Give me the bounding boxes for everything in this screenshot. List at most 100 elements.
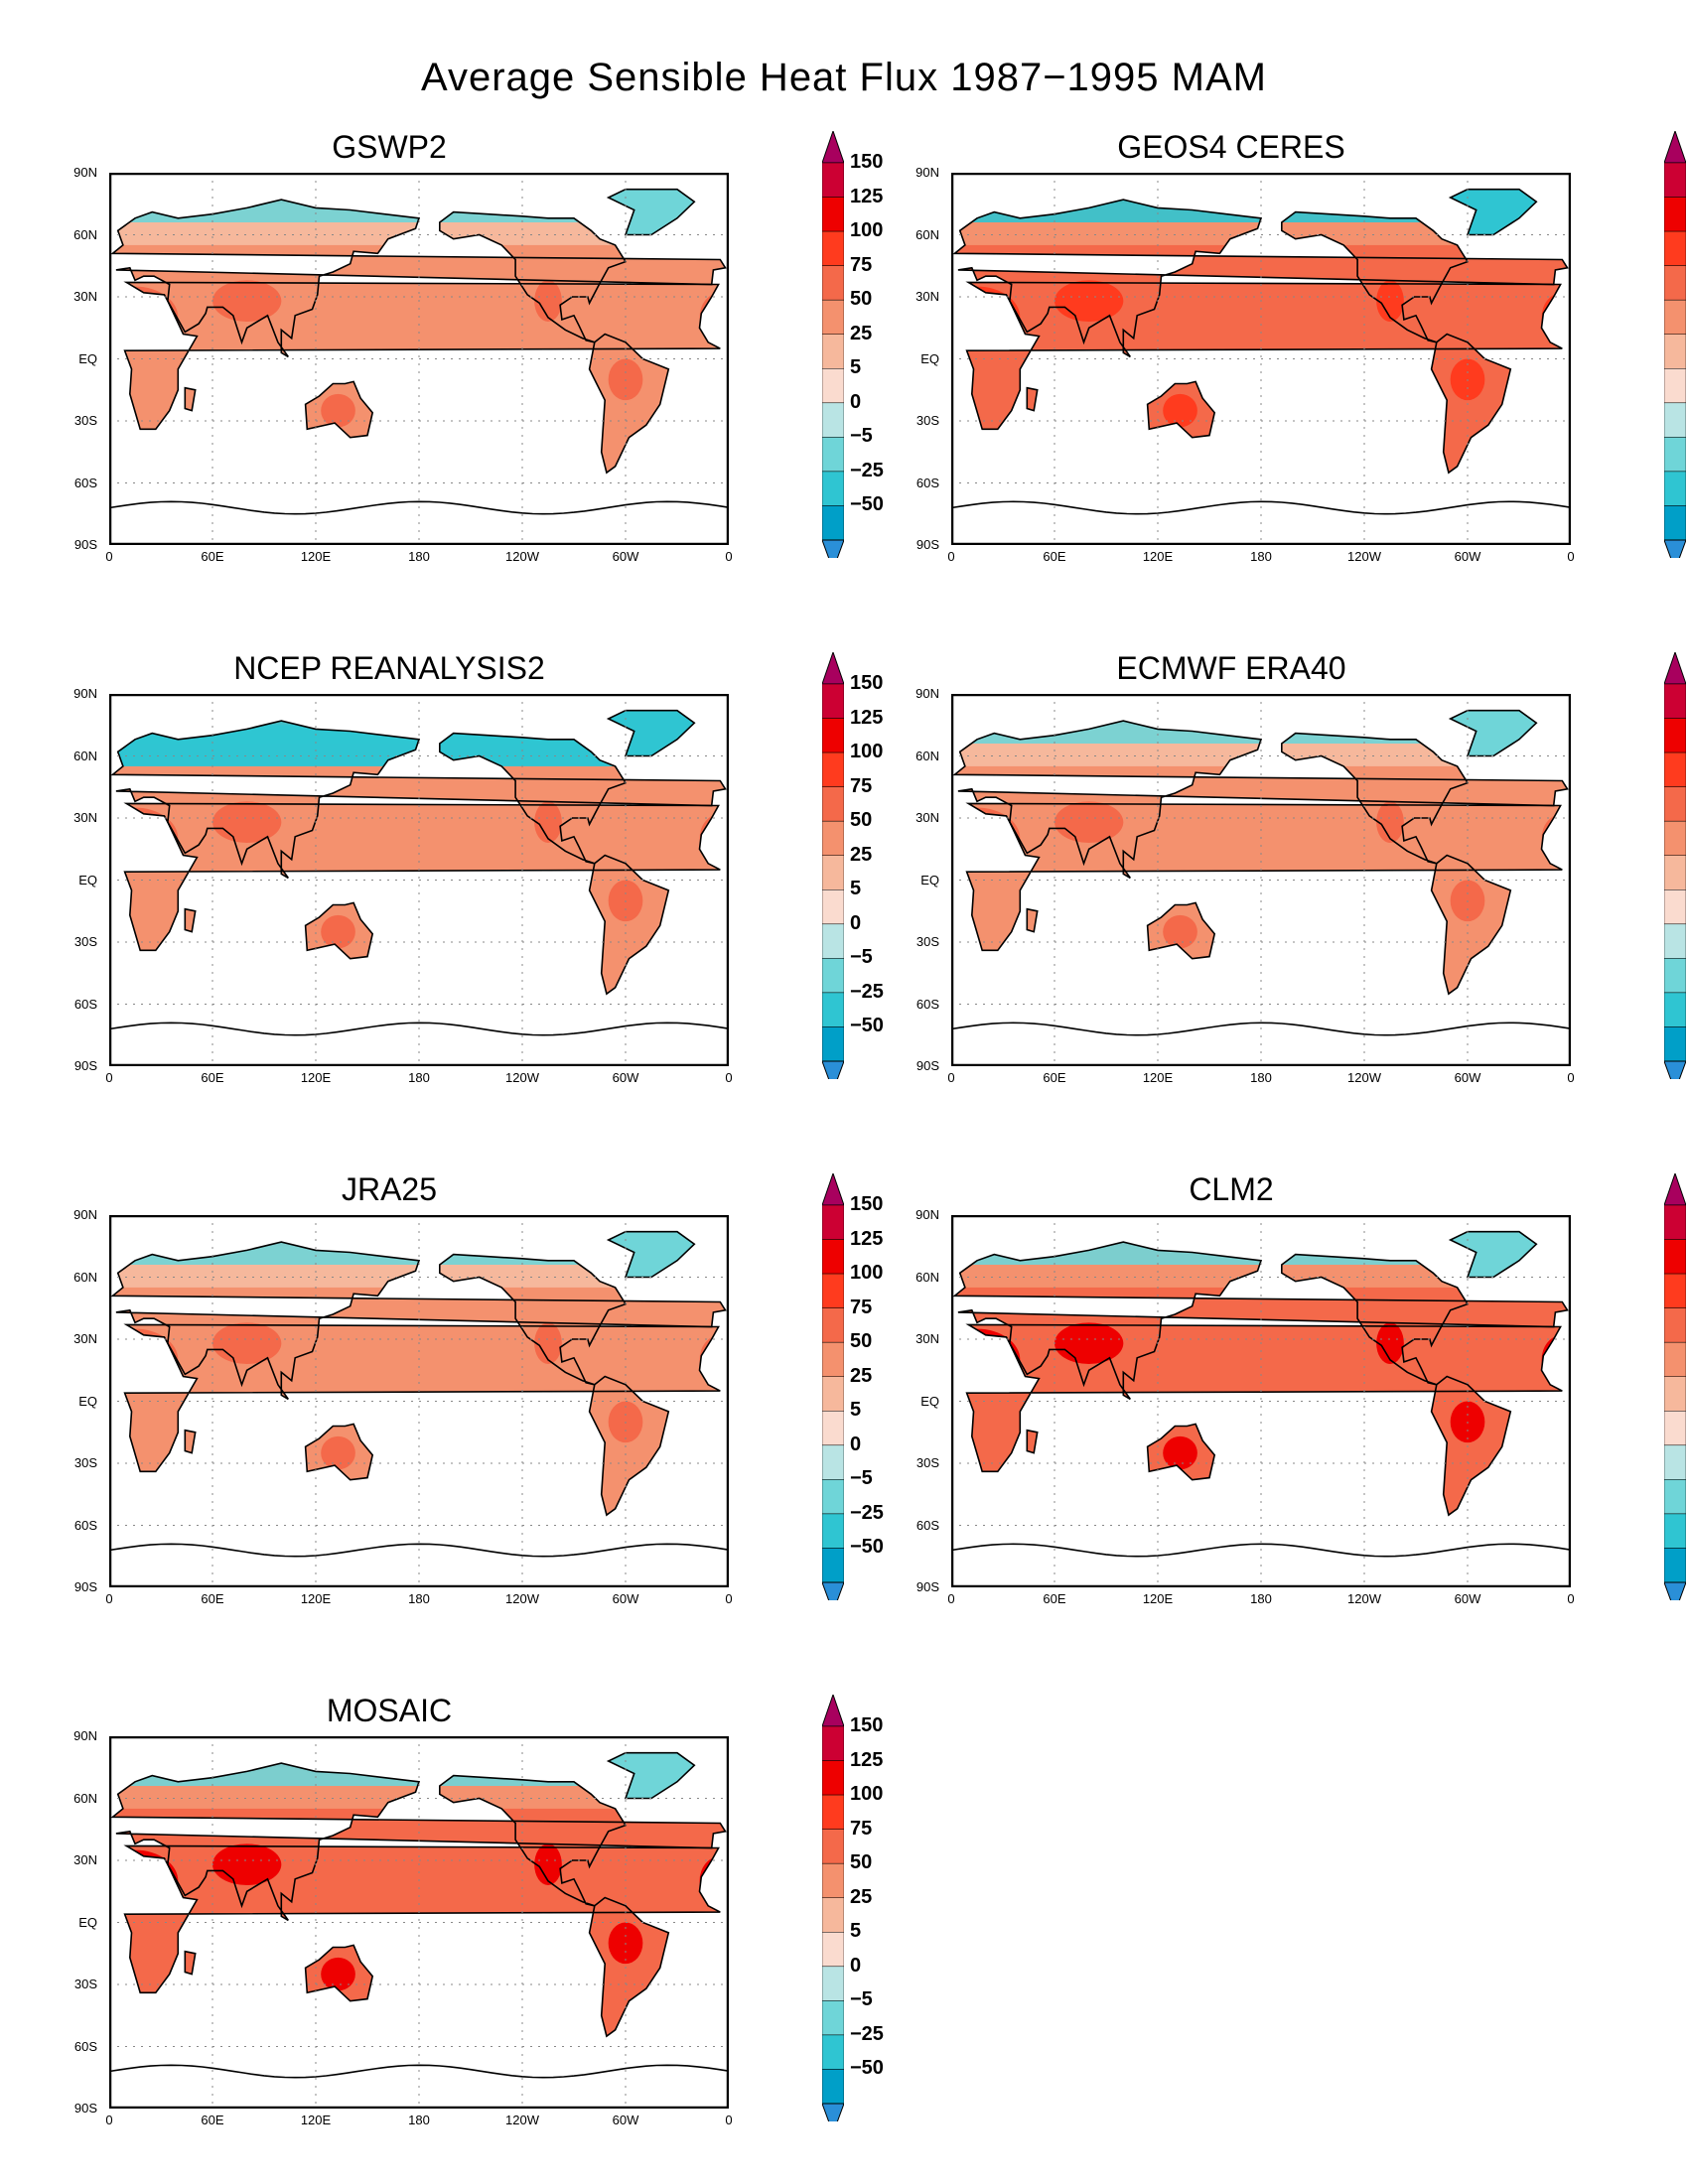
colorbar-label: 100 (850, 741, 884, 763)
lat-label: 30S (73, 1977, 97, 1991)
colorbar-label: 5 (850, 1920, 862, 1943)
lon-label: 60W (612, 1591, 639, 1606)
lat-label: EQ (920, 350, 939, 366)
lat-label: 60N (73, 226, 97, 242)
colorbar-label: 25 (850, 1364, 873, 1387)
colorbar-label: 5 (850, 356, 862, 379)
lat-label: 30N (73, 1852, 97, 1867)
colorbar-label: −5 (850, 946, 873, 969)
lat-label: 30N (915, 289, 939, 304)
lon-label: 120E (1142, 1070, 1174, 1085)
lon-label: 0 (1567, 1070, 1575, 1085)
lat-label: 60N (915, 1269, 939, 1285)
lat-label: 30N (73, 1331, 97, 1346)
map-area (951, 1215, 1571, 1587)
colorbar-label: −50 (850, 493, 884, 516)
lon-label: 120E (300, 549, 332, 564)
colorbar (822, 652, 844, 1079)
lon-label: 180 (1250, 549, 1272, 564)
lon-label: 120W (1347, 1070, 1381, 1085)
lon-label: 120W (505, 2113, 539, 2127)
colorbar-label: 75 (850, 1817, 873, 1840)
lat-label: 30N (915, 1331, 939, 1346)
lat-label: 60N (73, 1790, 97, 1806)
colorbar (1664, 1173, 1686, 1600)
map-panel: GEOS4 CERES 90N 60N 30N EQ 30S 60S 90S 0 60E 120E 1… (915, 129, 1688, 586)
lon-label: 180 (408, 549, 430, 564)
lon-label: 0 (725, 1070, 733, 1085)
lon-label: 0 (105, 549, 113, 564)
lat-label: 90N (73, 1207, 97, 1222)
lon-label: 0 (105, 1591, 113, 1606)
colorbar-label: 5 (850, 878, 862, 900)
lat-label: 60S (73, 475, 97, 490)
lon-label: 0 (725, 1591, 733, 1606)
lon-label: 0 (1567, 1591, 1575, 1606)
lon-label: 0 (105, 2113, 113, 2127)
colorbar-label: 0 (850, 911, 862, 934)
lon-label: 120E (300, 1591, 332, 1606)
lat-label: 90S (73, 1579, 97, 1594)
colorbar-label: 0 (850, 390, 862, 413)
colorbar-label: 100 (850, 1262, 884, 1285)
lat-label: 90N (73, 686, 97, 701)
lat-label: 60S (915, 1517, 939, 1533)
lat-label: EQ (920, 872, 939, 887)
world-map (951, 1215, 1571, 1587)
map-panel: NCEP REANALYSIS2 90N 60N 30N EQ 30S 60S 90S 0 60E… (73, 650, 884, 1107)
colorbar-label: 150 (850, 1714, 884, 1736)
colorbar-label: 125 (850, 185, 884, 207)
panel-title: JRA25 (341, 1171, 438, 1207)
colorbar-label: 75 (850, 1296, 873, 1318)
map-area (109, 1215, 729, 1587)
panel-title: GEOS4 CERES (1117, 129, 1345, 165)
lon-label: 60E (1043, 1070, 1066, 1085)
lon-label: 60E (1043, 549, 1066, 564)
colorbar-label: 25 (850, 843, 873, 866)
lon-label: 180 (1250, 1070, 1272, 1085)
lon-label: 60W (1454, 549, 1481, 564)
lon-label: 180 (408, 2113, 430, 2127)
panel-title: MOSAIC (326, 1693, 453, 1728)
colorbar-label: 75 (850, 774, 873, 797)
lat-label: 90N (73, 1728, 97, 1743)
colorbar-label: 0 (850, 1433, 862, 1455)
colorbar-label: −5 (850, 1988, 873, 2011)
lon-label: 0 (1567, 549, 1575, 564)
lon-label: 120E (1142, 549, 1174, 564)
lat-label: 90N (915, 686, 939, 701)
page-title: Average Sensible Heat Flux 1987−1995 MAM (421, 56, 1267, 99)
colorbar (822, 1173, 844, 1600)
lat-label: 30S (73, 1455, 97, 1470)
lat-label: 90S (73, 2101, 97, 2116)
world-map (109, 1215, 729, 1587)
lat-label: 30S (73, 413, 97, 428)
map-area (109, 694, 729, 1066)
lon-label: 180 (1250, 1591, 1272, 1606)
world-map (951, 173, 1571, 545)
lon-label: 60W (612, 2113, 639, 2127)
world-map (109, 173, 729, 545)
map-area (951, 694, 1571, 1066)
colorbar (1664, 652, 1686, 1079)
colorbar-label: 50 (850, 1851, 873, 1874)
lat-label: 30S (915, 413, 939, 428)
lon-label: 120E (300, 1070, 332, 1085)
lat-label: 90N (915, 1207, 939, 1222)
lon-label: 60E (1043, 1591, 1066, 1606)
world-map (109, 1736, 729, 2109)
colorbar-label: −50 (850, 2057, 884, 2080)
lon-label: 60W (612, 549, 639, 564)
lat-label: 60S (73, 2038, 97, 2054)
lon-label: 120W (1347, 1591, 1381, 1606)
lat-label: 60S (915, 475, 939, 490)
world-map (109, 694, 729, 1066)
colorbar-label: −25 (850, 2022, 884, 2045)
colorbar-label: 125 (850, 1748, 884, 1771)
lon-label: 60E (201, 2113, 224, 2127)
lon-label: 120E (300, 2113, 332, 2127)
colorbar-label: 100 (850, 1783, 884, 1806)
lat-label: 90S (73, 1058, 97, 1073)
lon-label: 120W (505, 1070, 539, 1085)
lon-label: 120W (1347, 549, 1381, 564)
